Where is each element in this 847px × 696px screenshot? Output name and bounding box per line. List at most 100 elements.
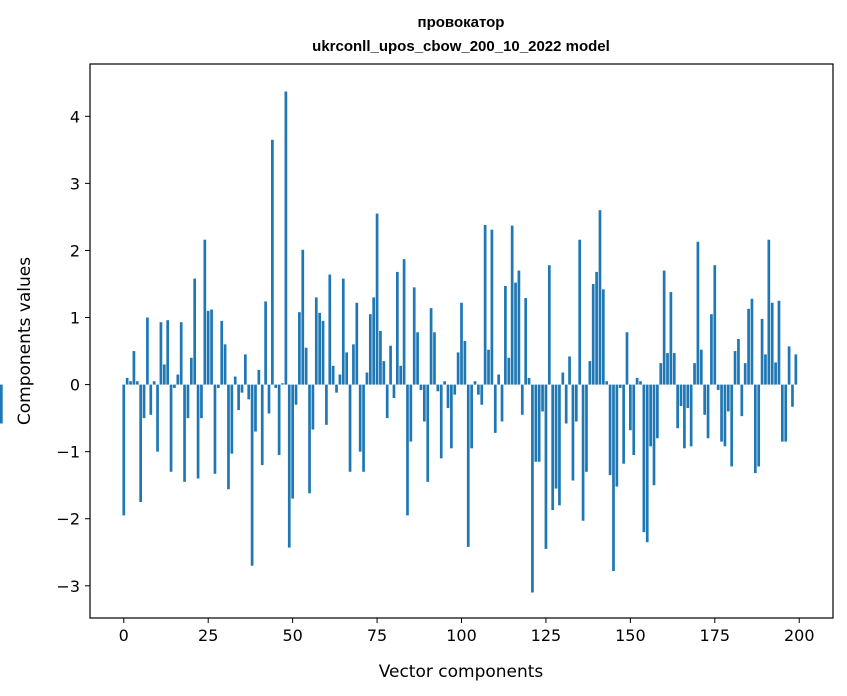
bar xyxy=(189,357,193,385)
bar xyxy=(767,239,771,385)
bar xyxy=(791,384,794,407)
bar xyxy=(146,317,149,385)
bar xyxy=(244,354,247,385)
bar xyxy=(561,372,565,385)
bar xyxy=(267,384,271,414)
bar xyxy=(473,381,477,385)
bar xyxy=(264,301,267,385)
bar xyxy=(260,384,264,466)
bar xyxy=(595,271,598,385)
bar xyxy=(551,384,555,511)
bar xyxy=(666,353,669,385)
bar xyxy=(298,312,301,385)
bar xyxy=(733,351,737,385)
bar xyxy=(588,361,592,385)
bar xyxy=(720,384,723,442)
bar xyxy=(706,384,710,439)
bar xyxy=(493,384,497,433)
bar xyxy=(304,347,308,385)
bar xyxy=(520,384,524,415)
bar xyxy=(173,384,176,388)
bar xyxy=(470,384,473,449)
bar xyxy=(159,322,163,385)
bar xyxy=(558,384,561,506)
bar xyxy=(507,357,511,385)
bar xyxy=(230,384,234,454)
bar xyxy=(335,384,338,393)
bar xyxy=(227,384,230,490)
bar xyxy=(662,270,666,385)
bar xyxy=(271,139,274,385)
bar xyxy=(406,384,409,516)
bar xyxy=(635,377,639,385)
bar xyxy=(740,384,744,417)
bar xyxy=(352,344,355,385)
bar xyxy=(632,384,636,456)
bar xyxy=(615,384,619,487)
bar xyxy=(639,381,642,385)
bar xyxy=(591,283,595,385)
bar xyxy=(254,384,257,432)
bar xyxy=(585,384,588,472)
bar xyxy=(541,384,544,412)
bar xyxy=(743,363,747,385)
bar xyxy=(645,384,649,543)
bar xyxy=(723,384,727,447)
bar xyxy=(314,297,318,385)
bar xyxy=(696,241,700,385)
bar xyxy=(318,312,321,385)
bar xyxy=(355,302,359,385)
x-tick-label: 125 xyxy=(531,626,562,645)
bar xyxy=(487,349,490,385)
bar xyxy=(622,384,625,464)
x-tick-label: 25 xyxy=(198,626,218,645)
bar xyxy=(612,384,615,572)
bar xyxy=(642,384,646,533)
bar xyxy=(601,289,605,385)
y-axis-label: Components values xyxy=(15,257,35,425)
bar xyxy=(656,384,659,439)
bar xyxy=(176,374,180,385)
bar xyxy=(794,354,798,385)
bar xyxy=(730,384,734,467)
bar xyxy=(774,362,777,385)
chart-title: провокатор xyxy=(418,14,505,31)
bar xyxy=(679,384,683,407)
bar xyxy=(764,354,767,385)
bar xyxy=(122,384,126,516)
x-axis-label: Vector components xyxy=(379,662,544,682)
bar xyxy=(466,384,470,547)
bar xyxy=(284,91,288,385)
y-tick-label: 2 xyxy=(70,241,80,260)
bar xyxy=(483,224,487,385)
bar xyxy=(453,384,457,395)
bar xyxy=(139,384,143,502)
bar xyxy=(598,210,602,385)
bar xyxy=(760,318,764,385)
bar xyxy=(710,314,713,385)
bar xyxy=(686,384,690,409)
bar xyxy=(510,225,514,385)
bar xyxy=(311,384,315,430)
bar xyxy=(605,381,609,385)
y-tick-label: 3 xyxy=(70,174,80,193)
bar xyxy=(564,384,568,424)
y-tick-label: −2 xyxy=(56,510,80,529)
bar xyxy=(206,310,210,385)
bar xyxy=(527,377,531,385)
bar xyxy=(429,308,433,385)
bar xyxy=(416,332,419,385)
bar xyxy=(142,384,146,419)
bar xyxy=(149,384,153,415)
bar xyxy=(308,384,311,494)
bar xyxy=(423,384,426,422)
bar xyxy=(480,384,484,405)
x-tick-label: 0 xyxy=(119,626,129,645)
bar xyxy=(703,384,707,415)
bar xyxy=(514,282,517,385)
x-tick-label: 175 xyxy=(700,626,731,645)
bar xyxy=(460,302,463,385)
bar xyxy=(554,384,558,489)
y-tick-label: −1 xyxy=(56,443,80,462)
